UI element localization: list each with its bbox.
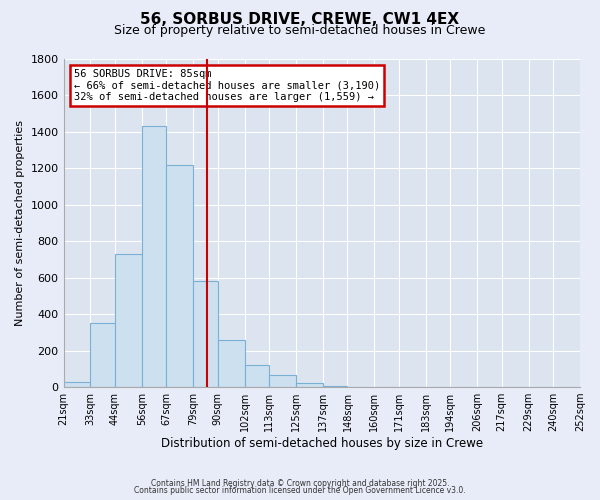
X-axis label: Distribution of semi-detached houses by size in Crewe: Distribution of semi-detached houses by … bbox=[161, 437, 483, 450]
Bar bbox=[166, 164, 193, 387]
Bar bbox=[218, 340, 245, 387]
Text: Contains public sector information licensed under the Open Government Licence v3: Contains public sector information licen… bbox=[134, 486, 466, 495]
Text: 56, SORBUS DRIVE, CREWE, CW1 4EX: 56, SORBUS DRIVE, CREWE, CW1 4EX bbox=[140, 12, 460, 28]
Bar bbox=[323, 386, 347, 387]
Bar bbox=[193, 282, 218, 387]
Text: 56 SORBUS DRIVE: 85sqm
← 66% of semi-detached houses are smaller (3,190)
32% of : 56 SORBUS DRIVE: 85sqm ← 66% of semi-det… bbox=[74, 69, 380, 102]
Bar bbox=[64, 382, 91, 387]
Bar bbox=[269, 375, 296, 387]
Bar bbox=[115, 254, 142, 387]
Bar bbox=[296, 382, 323, 387]
Text: Contains HM Land Registry data © Crown copyright and database right 2025.: Contains HM Land Registry data © Crown c… bbox=[151, 478, 449, 488]
Bar bbox=[245, 365, 269, 387]
Bar bbox=[91, 324, 115, 387]
Bar bbox=[142, 126, 166, 387]
Text: Size of property relative to semi-detached houses in Crewe: Size of property relative to semi-detach… bbox=[115, 24, 485, 37]
Y-axis label: Number of semi-detached properties: Number of semi-detached properties bbox=[15, 120, 25, 326]
